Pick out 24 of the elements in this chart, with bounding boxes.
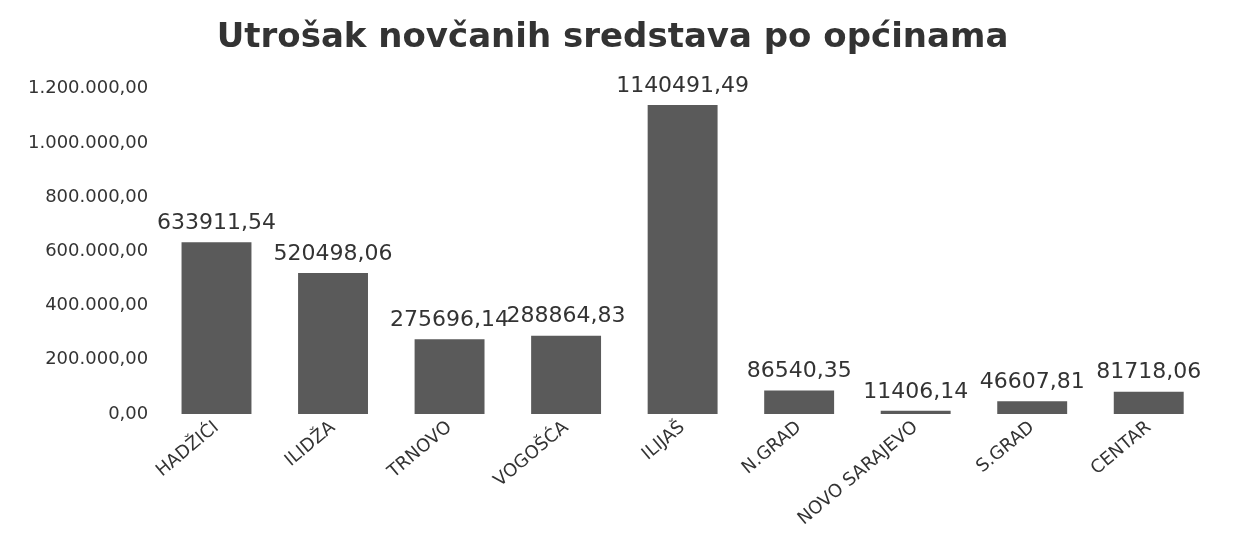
bar: [997, 401, 1068, 414]
data-label: 81718,06: [1096, 358, 1202, 384]
data-label: 46607,81: [979, 367, 1085, 393]
y-tick-label: 200.000,00: [45, 347, 149, 369]
bar: [414, 339, 485, 414]
y-tick-label: 400.000,00: [45, 293, 149, 315]
chart-title: Utrošak novčanih sredstava po općinama: [216, 15, 1009, 56]
bar: [764, 390, 835, 414]
bar: [298, 272, 368, 414]
bar: [1113, 391, 1184, 414]
y-tick-label: 1.200.000,00: [28, 76, 149, 98]
bar: [647, 104, 718, 414]
y-tick-label: 0,00: [108, 401, 149, 423]
bar: [531, 335, 602, 414]
y-tick-label: 600.000,00: [45, 239, 149, 261]
data-label: 633911,54: [157, 208, 276, 234]
bar: [181, 242, 252, 414]
bar: [880, 410, 951, 414]
data-label: 1140491,49: [616, 71, 750, 97]
data-label: 86540,35: [746, 357, 852, 383]
data-label: 520498,06: [273, 239, 393, 265]
y-tick-label: 1.000.000,00: [28, 130, 149, 152]
y-tick-label: 800.000,00: [45, 184, 149, 206]
data-label: 11406,14: [863, 377, 969, 403]
